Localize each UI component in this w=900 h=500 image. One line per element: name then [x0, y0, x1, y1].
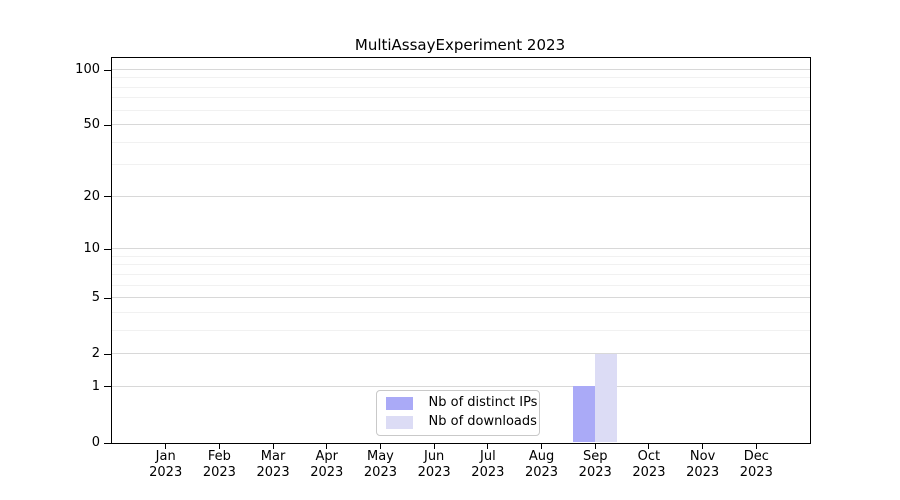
x-tick-label-month: Dec — [743, 449, 769, 464]
x-tick-mark — [541, 444, 543, 449]
gridline-minor — [111, 164, 810, 166]
x-tick-label: Mar 2023 — [238, 449, 308, 481]
x-tick-label: Oct 2023 — [614, 449, 684, 481]
bar-distinct-ips — [572, 386, 595, 443]
legend: Nb of distinct IPs Nb of downloads — [375, 389, 540, 436]
y-tick-label: 20 — [83, 188, 100, 204]
x-tick-label-year: 2023 — [363, 465, 397, 480]
legend-item-downloads: Nb of downloads — [385, 415, 537, 429]
gridline-minor — [111, 284, 810, 286]
legend-item-distinct-ips: Nb of distinct IPs — [385, 396, 537, 410]
gridline-major — [111, 248, 810, 250]
x-tick-label: Sep 2023 — [560, 449, 630, 481]
x-tick-label: Apr 2023 — [292, 449, 362, 481]
x-tick-label-year: 2023 — [256, 465, 290, 480]
x-tick-mark — [326, 444, 328, 449]
gridline-major — [111, 124, 810, 126]
y-tick-label: 10 — [83, 241, 100, 257]
legend-label-distinct-ips: Nb of distinct IPs — [428, 395, 538, 410]
x-tick-label-year: 2023 — [417, 465, 451, 480]
y-tick-label: 0 — [91, 435, 100, 450]
gridline-major — [111, 297, 810, 299]
x-tick-label-month: Aug — [528, 449, 555, 464]
gridline-minor — [111, 97, 810, 99]
x-tick-label-year: 2023 — [686, 465, 720, 480]
gridline-major — [111, 353, 810, 355]
y-tick-label: 1 — [91, 378, 100, 394]
x-tick-label-year: 2023 — [739, 465, 773, 480]
x-tick-label-month: Feb — [207, 449, 231, 464]
y-tick-mark — [104, 353, 111, 355]
x-tick-label-year: 2023 — [202, 465, 236, 480]
bar-downloads — [594, 353, 617, 443]
x-tick-label: Dec 2023 — [721, 449, 791, 481]
gridline-minor — [111, 109, 810, 111]
x-tick-label-year: 2023 — [524, 465, 559, 480]
x-tick-label-month: Mar — [260, 449, 286, 464]
y-tick-mark — [104, 124, 111, 126]
x-tick-label: Aug 2023 — [507, 449, 577, 481]
x-tick-label-month: Jan — [155, 449, 176, 464]
x-tick-label-year: 2023 — [310, 465, 344, 480]
x-tick-mark — [755, 444, 757, 449]
x-tick-label-year: 2023 — [149, 465, 183, 480]
x-tick-mark — [702, 444, 704, 449]
x-tick-label-month: May — [367, 449, 394, 464]
gridline-minor — [111, 264, 810, 266]
gridline-major — [111, 69, 810, 70]
x-tick-mark — [379, 444, 381, 449]
x-tick-label: Feb 2023 — [184, 449, 254, 481]
gridline-minor — [111, 329, 810, 331]
x-tick-mark — [648, 444, 650, 449]
x-tick-mark — [218, 444, 220, 449]
y-tick-mark — [104, 248, 111, 250]
y-tick-label: 50 — [83, 117, 100, 133]
x-tick-label-month: Apr — [315, 449, 339, 464]
x-tick-label-month: Oct — [637, 449, 661, 464]
x-tick-mark — [433, 444, 435, 449]
x-tick-label: Nov 2023 — [668, 449, 738, 481]
y-tick-label: 2 — [91, 346, 100, 362]
x-tick-label-month: Jun — [423, 449, 445, 464]
x-tick-mark — [487, 444, 489, 449]
gridline-minor — [111, 311, 810, 313]
x-tick-label-month: Jul — [480, 449, 496, 464]
chart-title: MultiAssayExperiment 2023 — [354, 36, 566, 54]
x-tick-label-month: Nov — [689, 449, 716, 464]
x-tick-mark — [165, 444, 167, 449]
plot-area: Nb of distinct IPs Nb of downloads — [110, 56, 811, 444]
x-tick-label-year: 2023 — [578, 465, 612, 480]
gridline-minor — [111, 86, 810, 88]
legend-swatch-downloads — [385, 415, 413, 429]
x-tick-label: Jun 2023 — [399, 449, 469, 481]
y-tick-mark — [104, 69, 111, 71]
x-tick-label-year: 2023 — [632, 465, 666, 480]
y-tick-label: 100 — [75, 62, 100, 77]
x-tick-label: Jul 2023 — [453, 449, 523, 481]
x-tick-label-year: 2023 — [471, 465, 505, 480]
y-tick-mark — [104, 196, 111, 198]
x-tick-label: May 2023 — [345, 449, 415, 481]
y-tick-label: 5 — [91, 290, 100, 306]
gridline-minor — [111, 77, 810, 79]
y-tick-mark — [104, 297, 111, 299]
gridline-major — [111, 195, 810, 197]
x-tick-label: Jan 2023 — [131, 449, 201, 481]
gridline-major — [111, 385, 810, 387]
y-tick-mark — [104, 442, 111, 444]
legend-swatch-distinct-ips — [385, 396, 413, 410]
gridline-minor — [111, 273, 810, 275]
legend-label-downloads: Nb of downloads — [428, 414, 537, 429]
gridline-minor — [111, 141, 810, 143]
x-tick-mark — [272, 444, 274, 449]
y-tick-mark — [104, 386, 111, 388]
gridline-minor — [111, 255, 810, 257]
x-tick-mark — [594, 444, 596, 449]
x-tick-label-month: Sep — [582, 449, 608, 464]
